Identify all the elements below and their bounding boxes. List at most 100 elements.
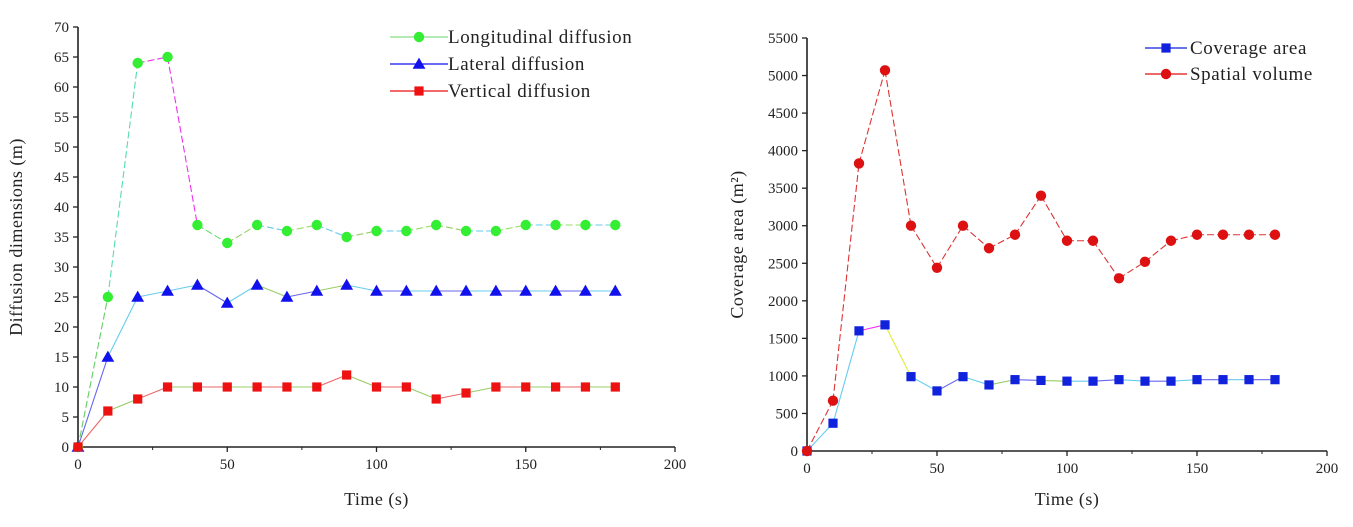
data-point <box>1269 229 1281 240</box>
data-point <box>132 57 143 69</box>
data-point <box>490 225 502 237</box>
legend: Coverage area Spatial volume <box>1145 38 1313 85</box>
chart-1: 0 50 100 150 200 0 5 10 15 20 25 30 35 40 45 50 55 60 65 70… <box>6 20 686 510</box>
y-tick-label: 4500 <box>768 106 798 122</box>
series-line-segment <box>107 62 139 298</box>
data-point <box>1113 273 1125 284</box>
x-tick-label: 150 <box>1186 461 1209 477</box>
series-2 <box>801 65 1281 457</box>
data-point <box>162 51 173 63</box>
series-line-segment <box>286 290 317 298</box>
y-tick-label: 1500 <box>768 331 798 347</box>
series-line-segment <box>806 422 834 452</box>
series-line-segment <box>858 70 886 164</box>
x-tick-label: 50 <box>220 457 235 473</box>
data-point <box>1191 229 1203 240</box>
data-point <box>983 243 995 254</box>
series-line-segment <box>137 290 168 298</box>
data-point <box>222 382 232 392</box>
y-tick-label: 35 <box>54 230 69 246</box>
data-point <box>431 394 441 404</box>
y-tick-label: 0 <box>791 444 799 460</box>
x-tick-label: 100 <box>1056 461 1079 477</box>
data-point <box>521 382 531 392</box>
data-point <box>192 382 202 392</box>
legend: Longitudinal diffusion Lateral diffusion V… <box>390 27 632 102</box>
data-point <box>957 220 969 231</box>
y-tick-label: 50 <box>54 140 69 156</box>
data-point <box>932 386 942 396</box>
data-point <box>251 219 263 231</box>
data-point <box>1217 229 1229 240</box>
x-tick-label: 50 <box>930 461 945 477</box>
y-tick-label: 4000 <box>768 144 798 160</box>
y-axis-label: Coverage area (m²) <box>727 170 748 318</box>
legend-entry: Vertical diffusion <box>448 81 591 102</box>
data-point <box>931 262 943 273</box>
legend-entry: Lateral diffusion <box>448 54 585 75</box>
data-point <box>371 225 382 237</box>
series-1 <box>802 320 1280 456</box>
data-point <box>880 320 890 330</box>
series-line-segment <box>167 284 198 292</box>
data-point <box>580 219 591 231</box>
data-point <box>958 372 968 382</box>
data-point <box>101 350 115 362</box>
y-tick-label: 40 <box>54 200 69 216</box>
data-point <box>579 284 592 296</box>
legend-marker <box>1161 43 1171 53</box>
series-line-segment <box>167 56 198 226</box>
y-tick-label: 70 <box>54 20 69 36</box>
data-point <box>341 231 352 243</box>
data-point <box>1270 375 1280 385</box>
series-line-segment <box>1040 195 1068 242</box>
data-point <box>429 284 443 296</box>
series-line-segment <box>77 356 109 448</box>
data-point <box>310 284 324 296</box>
x-axis-label: Time (s) <box>344 489 409 510</box>
data-point <box>460 225 472 237</box>
data-point <box>131 290 145 302</box>
series-line-segment <box>832 163 860 401</box>
y-tick-label: 25 <box>54 290 69 306</box>
legend-marker <box>412 57 426 69</box>
legend-entry: Spatial volume <box>1190 64 1313 85</box>
series-line-segment <box>346 374 377 388</box>
y-tick-label: 0 <box>62 440 70 456</box>
data-point <box>1218 375 1228 385</box>
data-point <box>399 284 413 296</box>
series-line-segment <box>1092 240 1120 279</box>
data-point <box>1061 235 1073 246</box>
legend-entry: Longitudinal diffusion <box>448 27 632 48</box>
data-point <box>161 284 174 296</box>
data-point <box>854 326 864 336</box>
y-tick-label: 5 <box>62 410 70 426</box>
series-line-segment <box>1014 195 1042 236</box>
y-tick-label: 30 <box>54 260 69 276</box>
data-point <box>102 291 114 303</box>
y-tick-label: 1000 <box>768 369 798 385</box>
data-point <box>828 418 838 428</box>
y-tick-label: 3500 <box>768 181 798 197</box>
y-tick-label: 2000 <box>768 294 798 310</box>
data-point <box>1114 375 1124 385</box>
x-tick-label: 0 <box>74 457 82 473</box>
y-tick-label: 60 <box>54 80 69 96</box>
data-point <box>280 290 294 302</box>
data-point <box>103 406 113 416</box>
data-point <box>519 284 533 296</box>
data-point <box>133 394 143 404</box>
data-point <box>340 278 354 290</box>
data-point <box>1166 376 1176 386</box>
series-2 <box>71 278 622 452</box>
data-point <box>401 225 412 237</box>
y-tick-label: 5000 <box>768 69 798 85</box>
series-line-segment <box>107 398 138 412</box>
series-line-segment <box>910 225 938 269</box>
data-point <box>192 219 203 231</box>
data-point <box>281 225 293 237</box>
data-point <box>252 382 262 392</box>
data-point <box>549 284 562 296</box>
data-point <box>1009 229 1021 240</box>
